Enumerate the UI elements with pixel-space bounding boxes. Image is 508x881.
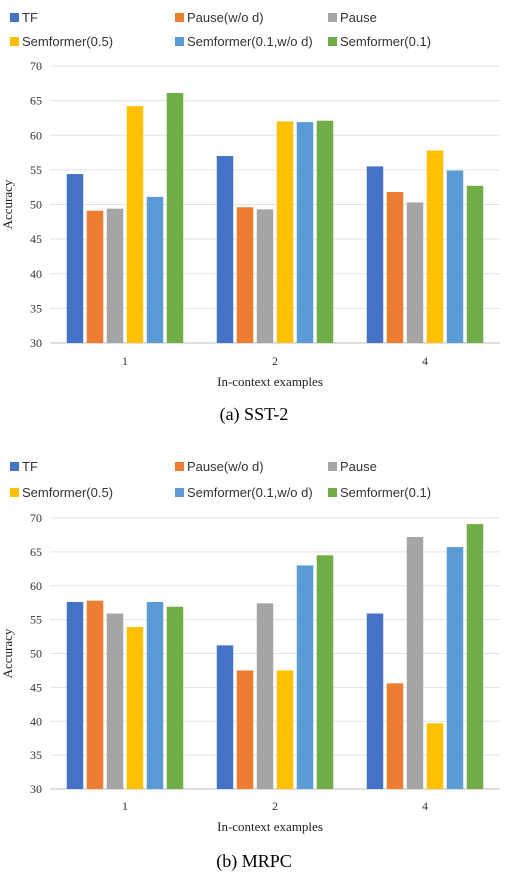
y-tick-label: 65 (30, 545, 42, 559)
bar-0-1 (86, 600, 104, 789)
bar-2-5 (466, 185, 484, 343)
legend-label: Semformer(0.1,w/o d) (187, 34, 313, 49)
bar-0-1 (86, 210, 104, 343)
y-tick-label: 65 (30, 94, 42, 108)
legend-label: TF (22, 459, 38, 474)
bar-0-0 (66, 602, 84, 789)
bar-1-3 (276, 121, 294, 344)
legend-label: Semformer(0.1,w/o d) (187, 485, 313, 500)
x-tick-label: 2 (272, 354, 278, 368)
legend-swatch-0 (10, 13, 19, 22)
y-tick-label: 70 (30, 511, 42, 525)
bar-0-3 (126, 106, 144, 343)
bar-0-3 (126, 627, 144, 789)
bar-0-4 (146, 196, 164, 343)
legend-swatch-3 (10, 37, 19, 46)
x-tick-label: 2 (272, 799, 278, 813)
bar-2-5 (466, 524, 484, 789)
legend-label: Pause(w/o d) (187, 459, 264, 474)
y-tick-label: 50 (30, 198, 42, 212)
legend-swatch-2 (328, 13, 337, 22)
bar-1-4 (296, 122, 314, 343)
bar-2-4 (446, 170, 464, 343)
bar-2-2 (406, 202, 424, 343)
bar-2-1 (386, 683, 404, 789)
bar-0-0 (66, 174, 84, 343)
bar-0-5 (166, 93, 184, 343)
legend-label: Semformer(0.5) (22, 34, 113, 49)
bar-0-5 (166, 606, 184, 789)
legend-swatch-1 (175, 462, 184, 471)
legend-label: Semformer(0.5) (22, 485, 113, 500)
legend-swatch-3 (10, 488, 19, 497)
x-tick-label: 4 (422, 799, 428, 813)
bar-1-1 (236, 207, 254, 343)
x-tick-label: 4 (422, 354, 428, 368)
bar-2-1 (386, 192, 404, 343)
legend-swatch-4 (175, 37, 184, 46)
y-tick-label: 30 (30, 782, 42, 796)
legend-swatch-4 (175, 488, 184, 497)
y-axis-title: Accuracy (0, 628, 15, 678)
legend-label: Pause (340, 459, 377, 474)
bar-1-5 (316, 120, 334, 344)
legend-swatch-2 (328, 462, 337, 471)
legend-swatch-0 (10, 462, 19, 471)
y-tick-label: 60 (30, 128, 42, 142)
legend-label: Semformer(0.1) (340, 34, 431, 49)
y-axis-title: Accuracy (0, 179, 15, 229)
y-tick-label: 55 (30, 163, 42, 177)
figure-caption: (a) SST-2 (220, 404, 289, 425)
x-tick-label: 1 (122, 799, 128, 813)
legend-label: Semformer(0.1) (340, 485, 431, 500)
y-tick-label: 70 (30, 59, 42, 73)
bar-2-0 (366, 613, 384, 789)
bar-1-1 (236, 670, 254, 789)
y-tick-label: 40 (30, 714, 42, 728)
y-tick-label: 45 (30, 680, 42, 694)
bar-1-2 (256, 603, 274, 789)
x-axis-title: In-context examples (217, 374, 323, 389)
y-tick-label: 60 (30, 579, 42, 593)
y-tick-label: 35 (30, 301, 42, 315)
bar-1-0 (216, 645, 234, 789)
bar-0-4 (146, 602, 164, 789)
y-tick-label: 40 (30, 267, 42, 281)
y-tick-label: 50 (30, 647, 42, 661)
bar-1-3 (276, 670, 294, 789)
bar-2-4 (446, 547, 464, 789)
bar-0-2 (106, 613, 124, 789)
y-tick-label: 35 (30, 748, 42, 762)
bar-1-4 (296, 565, 314, 789)
figure-caption: (b) MRPC (216, 851, 292, 872)
bar-1-0 (216, 156, 234, 343)
bar-1-2 (256, 209, 274, 343)
y-tick-label: 55 (30, 613, 42, 627)
bar-0-2 (106, 208, 124, 343)
bar-1-5 (316, 555, 334, 789)
legend-swatch-5 (328, 488, 337, 497)
legend-label: Pause (340, 10, 377, 25)
x-axis-title: In-context examples (217, 819, 323, 834)
y-tick-label: 45 (30, 232, 42, 246)
bar-2-3 (426, 150, 444, 343)
legend-swatch-5 (328, 37, 337, 46)
bar-2-2 (406, 536, 424, 789)
y-tick-label: 30 (30, 336, 42, 350)
legend-label: Pause(w/o d) (187, 10, 264, 25)
bar-2-0 (366, 166, 384, 343)
legend-swatch-1 (175, 13, 184, 22)
bar-2-3 (426, 723, 444, 789)
legend-label: TF (22, 10, 38, 25)
x-tick-label: 1 (122, 354, 128, 368)
